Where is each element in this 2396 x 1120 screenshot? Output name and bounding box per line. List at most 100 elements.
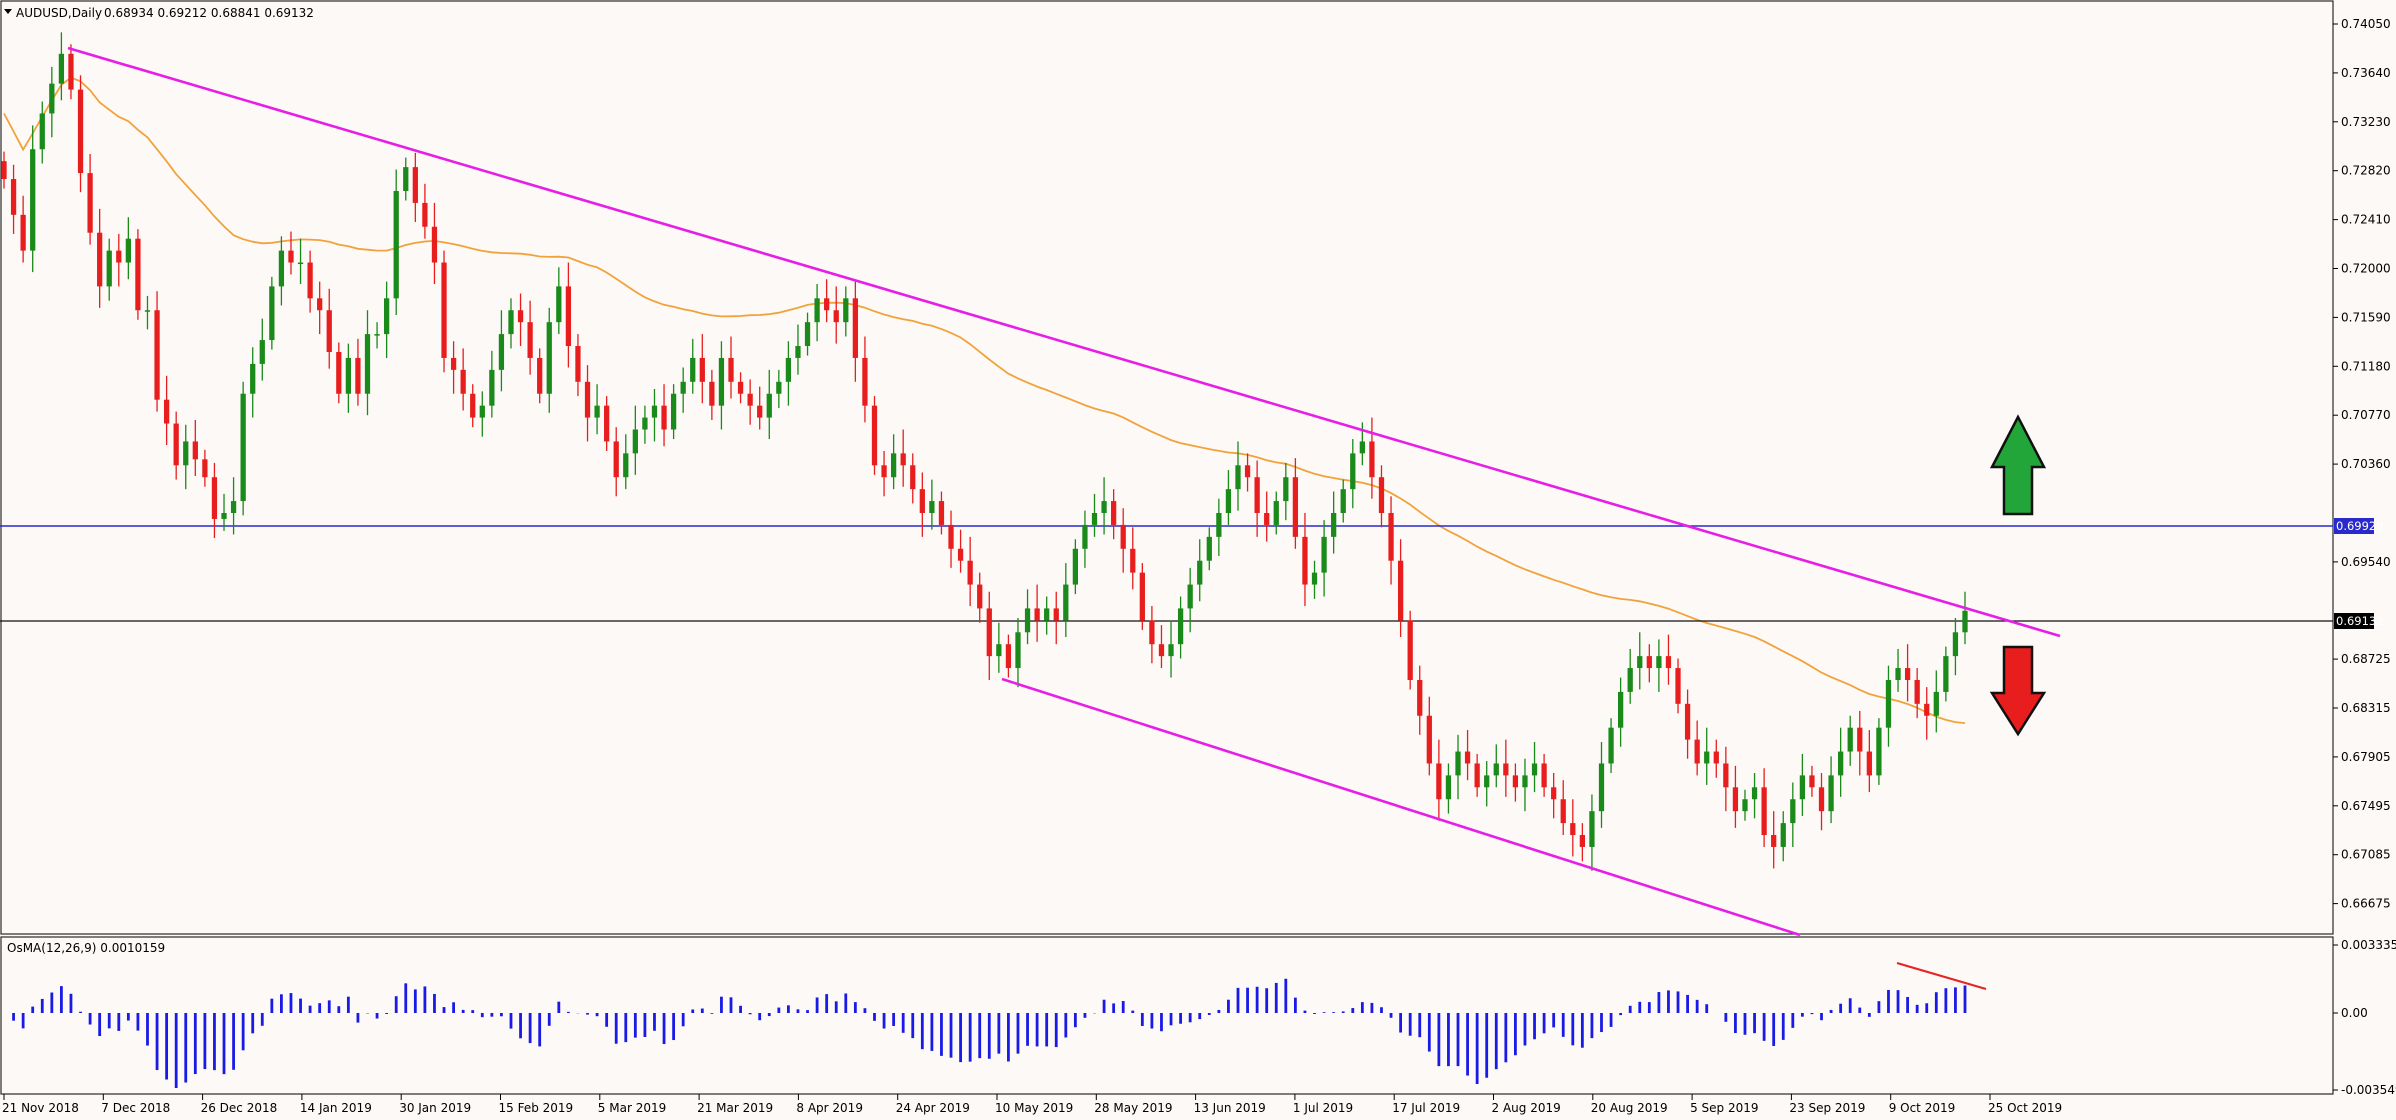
y-tick-label: 0.67085 xyxy=(2341,848,2391,862)
candle-body xyxy=(1589,811,1595,847)
candle-body xyxy=(345,357,352,394)
candle-body xyxy=(384,298,390,335)
candle xyxy=(1608,718,1614,774)
candle-body xyxy=(58,53,65,84)
osma-divergence-line[interactable] xyxy=(1896,961,1987,991)
candle-body xyxy=(1206,536,1212,561)
candle xyxy=(613,427,619,497)
candle-body xyxy=(785,357,792,382)
candle xyxy=(393,169,399,316)
y-tick-label: 0.70770 xyxy=(2341,408,2391,422)
candle xyxy=(1149,606,1155,664)
y-axis-ticks: 0.74050 0.73640 0.73230 0.72820 0.72410 0.720… xyxy=(2333,17,2391,911)
candle-body xyxy=(776,381,782,394)
candle xyxy=(1694,720,1700,776)
dropdown-triangle-icon[interactable] xyxy=(4,9,12,14)
candle xyxy=(623,434,629,490)
lower-channel-line[interactable] xyxy=(1001,677,1801,937)
candle xyxy=(336,342,342,404)
candle-body xyxy=(1560,799,1566,824)
candle xyxy=(1617,677,1624,747)
candle-body xyxy=(565,286,572,347)
candle-body xyxy=(1924,703,1930,716)
candle-body xyxy=(422,202,428,227)
candle xyxy=(1914,668,1920,719)
candle xyxy=(173,411,179,480)
candle xyxy=(556,267,562,335)
candle-body xyxy=(1608,727,1614,764)
candle-body xyxy=(1464,751,1471,764)
candle-body xyxy=(355,357,361,394)
candle xyxy=(1331,491,1337,554)
candle xyxy=(259,318,265,381)
candle-body xyxy=(49,83,55,114)
candle xyxy=(1177,596,1184,659)
candle-body xyxy=(881,465,887,478)
candle-body xyxy=(938,501,945,525)
candle-body xyxy=(1455,751,1461,776)
y-tick-label: 0.72000 xyxy=(2341,262,2391,276)
candle xyxy=(1091,493,1098,537)
candle xyxy=(1895,648,1901,692)
candle-body xyxy=(326,310,332,352)
candle-body xyxy=(699,357,705,382)
candle-body xyxy=(871,405,878,466)
candle-body xyxy=(900,453,906,466)
candle-body xyxy=(1761,787,1767,836)
candle xyxy=(422,183,428,239)
candle xyxy=(1053,591,1059,645)
y-tick-label: 0.71180 xyxy=(2341,359,2391,373)
candle-body xyxy=(364,334,371,394)
candle xyxy=(1780,811,1786,862)
candle xyxy=(384,281,390,358)
candle-body xyxy=(1350,453,1356,490)
y-tick-label: 0.66675 xyxy=(2341,897,2391,911)
candle-body xyxy=(1044,608,1050,621)
candle-body xyxy=(517,310,524,323)
candle xyxy=(1847,715,1853,766)
candle-body xyxy=(1484,775,1490,788)
candle-body xyxy=(824,298,830,311)
candle-body xyxy=(441,262,447,358)
candle xyxy=(632,405,638,475)
candle xyxy=(651,388,658,442)
upper-trendline[interactable] xyxy=(67,46,2061,638)
candle xyxy=(1933,670,1939,733)
candle-body xyxy=(527,322,533,358)
candle-body xyxy=(403,167,409,191)
candle-body xyxy=(1187,584,1193,609)
candle-body xyxy=(843,298,849,323)
candle-body xyxy=(412,167,418,203)
x-tick-label: 14 Jan 2019 xyxy=(300,1101,372,1115)
candle xyxy=(642,405,648,444)
candle xyxy=(1378,465,1385,528)
candle xyxy=(1742,789,1748,821)
candle xyxy=(20,195,26,263)
candle xyxy=(1665,634,1672,685)
candle-body xyxy=(431,226,438,263)
candle xyxy=(1187,567,1193,633)
candle xyxy=(183,424,189,490)
main-price-panel xyxy=(0,0,2334,935)
candle-body xyxy=(919,489,925,513)
candle xyxy=(890,434,897,490)
candle-body xyxy=(623,453,629,478)
candle xyxy=(144,295,151,330)
candle xyxy=(699,334,705,404)
y-tick-label: 0.71590 xyxy=(2341,310,2391,324)
candle-body xyxy=(718,357,725,406)
candle xyxy=(1704,727,1710,785)
candle xyxy=(106,238,112,301)
candle xyxy=(537,348,543,404)
candle xyxy=(1809,765,1815,797)
candle-body xyxy=(1493,763,1499,776)
x-tick-label: 13 Jun 2019 xyxy=(1194,1101,1266,1115)
x-tick-label: 10 May 2019 xyxy=(995,1101,1073,1115)
candle xyxy=(1436,739,1442,821)
candle-body xyxy=(1723,763,1729,788)
candle xyxy=(1283,462,1289,521)
candle xyxy=(479,391,485,437)
candle xyxy=(1732,765,1739,828)
candle-body xyxy=(1904,668,1911,680)
